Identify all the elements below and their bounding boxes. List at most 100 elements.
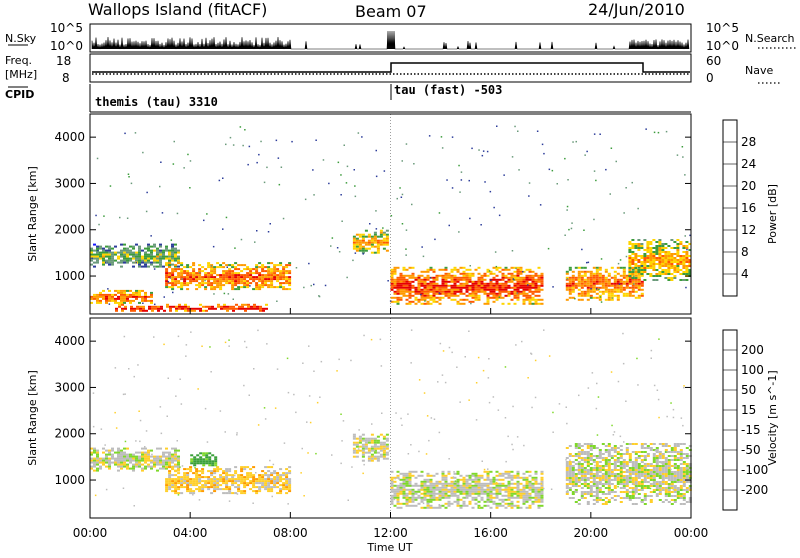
power-cell <box>123 256 126 258</box>
vel-cell <box>144 460 147 462</box>
vel-cell <box>496 505 499 507</box>
power-cell <box>231 276 234 278</box>
power-cell <box>496 269 499 271</box>
power-cell <box>198 264 201 266</box>
vel-cell <box>659 455 662 457</box>
vel-cell <box>246 484 249 486</box>
vel-cell <box>665 475 668 477</box>
power-cell <box>496 299 499 301</box>
vel-cell <box>383 436 386 438</box>
vel-cell <box>189 492 192 494</box>
vel-cell <box>514 483 517 485</box>
power-cell <box>418 301 421 303</box>
power-speckle <box>183 167 185 169</box>
power-speckle <box>352 260 354 262</box>
power-cell <box>409 291 412 293</box>
power-cell <box>535 295 538 297</box>
vel-cell <box>493 501 496 503</box>
power-cell <box>147 244 150 246</box>
power-cell <box>637 249 640 251</box>
vel-cell <box>496 491 499 493</box>
power-cell <box>682 271 685 273</box>
power-cell <box>436 301 439 303</box>
vel-cell <box>644 469 647 471</box>
vel-cell <box>529 493 532 495</box>
power-cell <box>258 276 261 278</box>
vel-cell <box>626 463 629 465</box>
power-cell <box>445 281 448 283</box>
vel-cell <box>288 490 291 492</box>
power-cell <box>198 286 201 288</box>
power-speckle <box>405 248 407 250</box>
power-cell <box>614 289 617 291</box>
vel-cell <box>391 499 394 501</box>
vel-cell <box>374 438 377 440</box>
power-speckle <box>600 296 602 298</box>
power-cell <box>484 293 487 295</box>
vel-cell <box>635 503 638 505</box>
power-speckle <box>355 196 357 198</box>
power-cell <box>661 251 664 253</box>
vel-cell <box>427 485 430 487</box>
vel-speckle <box>210 371 212 373</box>
vel-cell <box>117 470 120 472</box>
vel-cell <box>523 497 526 499</box>
vel-cell <box>120 450 123 452</box>
vel-cell <box>234 472 237 474</box>
power-cell <box>138 290 141 292</box>
vel-cell <box>505 503 508 505</box>
vel-cell <box>590 491 593 493</box>
power-speckle <box>98 224 100 226</box>
vel-speckle <box>244 341 246 343</box>
power-cell <box>631 251 634 253</box>
power-cell <box>219 274 222 276</box>
vel-cell <box>523 491 526 493</box>
power-cell <box>397 279 400 281</box>
power-cell <box>368 242 371 244</box>
power-cell <box>123 302 126 304</box>
vel-cell <box>380 434 383 436</box>
vel-cell <box>575 485 578 487</box>
vel-cell <box>386 452 389 454</box>
vel-cell <box>219 478 222 480</box>
vel-cell <box>505 477 508 479</box>
vel-cell <box>593 495 596 497</box>
vel-speckle <box>401 425 403 427</box>
vel-cell <box>517 481 520 483</box>
vel-cell <box>380 454 383 456</box>
power-speckle <box>315 140 317 142</box>
vel-cell <box>243 490 246 492</box>
vel-speckle <box>455 480 457 482</box>
vel-cell <box>596 493 599 495</box>
power-cell <box>397 285 400 287</box>
power-speckle <box>303 287 305 289</box>
power-speckle <box>625 187 627 189</box>
power-cell <box>213 282 216 284</box>
vel-cell <box>469 501 472 503</box>
vel-cell <box>677 445 680 447</box>
power-cell <box>646 249 649 251</box>
vel-cell <box>596 461 599 463</box>
power-cell <box>578 295 581 297</box>
vel-cell <box>285 486 288 488</box>
power-cell <box>478 295 481 297</box>
vel-cell <box>246 474 249 476</box>
vel-cell <box>427 481 430 483</box>
power-cell <box>538 287 541 289</box>
vel-cell <box>514 491 517 493</box>
power-cell <box>667 267 670 269</box>
power-cell <box>535 275 538 277</box>
vel-cell <box>626 489 629 491</box>
power-cell <box>406 289 409 291</box>
power-speckle <box>406 143 408 145</box>
vel-cell <box>129 456 132 458</box>
power-cell <box>572 277 575 279</box>
power-cell <box>189 278 192 280</box>
vel-cell <box>514 475 517 477</box>
vel-cell <box>156 456 159 458</box>
vel-cell <box>150 466 153 468</box>
power-cell <box>261 270 264 272</box>
vel-cell <box>683 457 686 459</box>
vel-cell <box>177 468 180 470</box>
power-cell <box>484 291 487 293</box>
